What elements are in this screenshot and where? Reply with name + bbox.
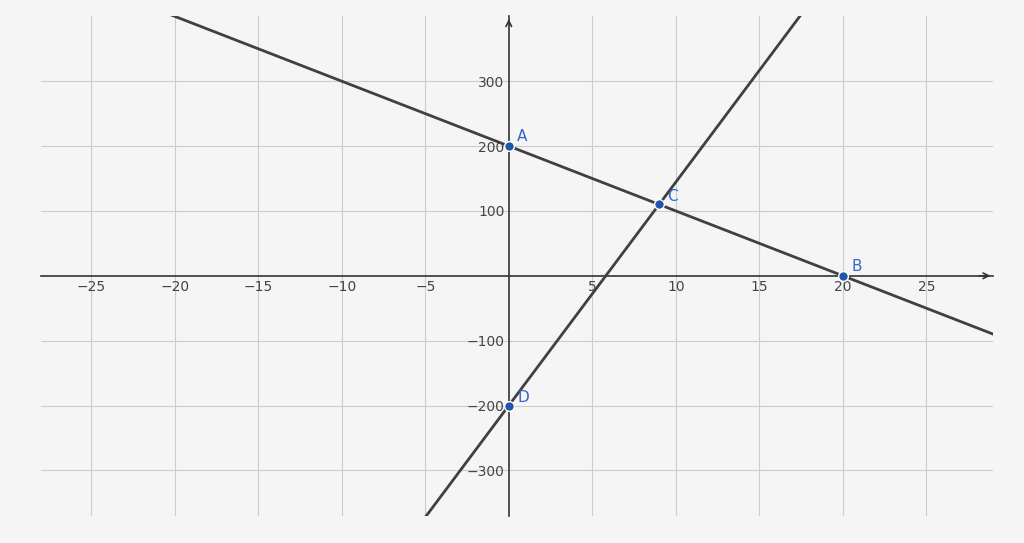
Text: A: A <box>517 129 527 144</box>
Text: B: B <box>851 258 862 274</box>
Text: C: C <box>668 189 678 204</box>
Text: D: D <box>517 390 528 405</box>
